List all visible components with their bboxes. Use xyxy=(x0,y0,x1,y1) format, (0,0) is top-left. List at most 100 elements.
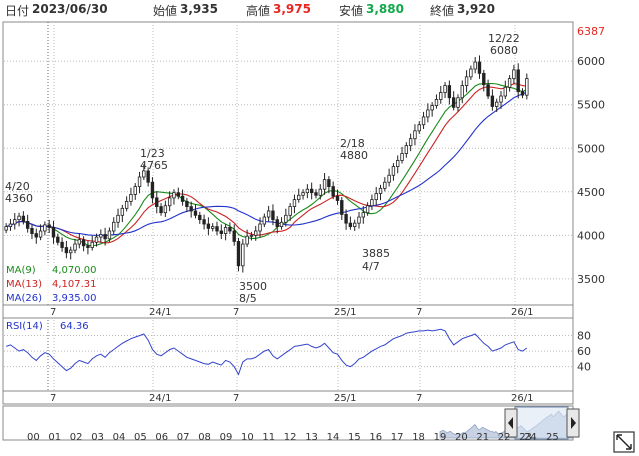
navigator-hour-label: 06 xyxy=(155,432,168,443)
candle xyxy=(258,217,262,238)
candle-body xyxy=(133,186,137,195)
navigator-hour-label: 17 xyxy=(391,432,404,443)
candle-body xyxy=(34,233,38,238)
candle-body xyxy=(180,195,185,202)
candle xyxy=(215,221,219,236)
candle xyxy=(451,91,456,111)
candle-body xyxy=(64,247,69,254)
candle xyxy=(400,146,404,164)
price-grid xyxy=(4,22,572,305)
candle-body xyxy=(512,69,516,80)
rsi-y-tick-label: 80 xyxy=(577,330,591,343)
candle xyxy=(495,98,499,112)
date-value: 2023/06/30 xyxy=(32,2,108,16)
candle-body xyxy=(503,86,507,97)
candle xyxy=(219,224,223,240)
candle-body xyxy=(314,192,318,196)
candle-body xyxy=(245,235,249,245)
expand-button[interactable] xyxy=(613,431,635,453)
candle-body xyxy=(344,214,348,224)
candle-body xyxy=(516,69,520,93)
candle-body xyxy=(430,105,434,111)
rsi-x-tick-label: 7 xyxy=(50,393,56,404)
candle xyxy=(271,204,275,226)
candle-body xyxy=(327,179,331,187)
candle-body xyxy=(137,176,142,187)
candle xyxy=(447,80,452,105)
price-y-tick-label: 3500 xyxy=(577,273,605,286)
candle xyxy=(512,64,516,85)
candle-body xyxy=(482,72,486,86)
candle-body xyxy=(69,249,73,254)
candle xyxy=(176,187,180,200)
candle xyxy=(387,168,391,187)
price-x-tick-label: 26/1 xyxy=(511,307,533,318)
candle xyxy=(340,197,344,220)
candle xyxy=(228,222,232,235)
candle-body xyxy=(301,192,305,196)
candle-body xyxy=(30,227,34,234)
candle xyxy=(4,223,8,234)
candle-body xyxy=(353,222,357,228)
navigator-hour-label: 19 xyxy=(434,432,447,443)
candle xyxy=(13,213,17,230)
candle-body xyxy=(13,219,17,225)
annotation-bottom: 8/5 xyxy=(239,292,257,305)
navigator-hours: 00 01 02 03 04 05 06 07 08 09 10 11 12 13 14 15 16 17 18 19… xyxy=(27,432,559,443)
low-value: 3,880 xyxy=(366,2,404,16)
candle-body xyxy=(439,92,443,100)
candle xyxy=(241,238,245,273)
navigator-hour-label: 20 xyxy=(455,432,468,443)
rsi-panel xyxy=(2,317,574,392)
price-y-tick-label: 5500 xyxy=(577,99,605,112)
candle xyxy=(262,213,267,228)
candle-body xyxy=(124,200,129,209)
candle xyxy=(288,203,292,221)
candle xyxy=(275,216,279,234)
candle xyxy=(284,208,288,227)
candle-body xyxy=(469,68,473,78)
rsi-series-line xyxy=(6,328,528,376)
navigator-hour-label: 21 xyxy=(476,432,489,443)
candle xyxy=(361,206,365,224)
rsi-label: RSI(14) xyxy=(6,321,43,332)
candle xyxy=(64,240,69,259)
candle-body xyxy=(51,227,56,238)
candle-body xyxy=(357,216,361,224)
annotation-bottom: 6080 xyxy=(490,44,518,57)
rsi-x-tick-label: 26/1 xyxy=(511,393,533,404)
annotation-top: 3500 xyxy=(239,280,267,293)
navigator-hour-label: 23 xyxy=(519,432,532,443)
annotation-bottom: 4880 xyxy=(340,149,368,162)
candle-body xyxy=(90,241,94,248)
candle-body xyxy=(340,200,344,215)
candle-body xyxy=(426,109,430,118)
open-value: 3,935 xyxy=(180,2,218,16)
candle-body xyxy=(331,186,335,197)
rsi-x-axis: 7 24/1 7 25/1 7 26/1 xyxy=(50,393,533,404)
candle-body xyxy=(116,214,120,223)
candle xyxy=(396,155,400,174)
price-x-tick-label: 7 xyxy=(416,307,422,318)
scroll-left-button[interactable] xyxy=(504,408,518,438)
candle-body xyxy=(129,194,133,202)
candle xyxy=(137,171,142,194)
candle xyxy=(469,65,473,80)
navigator-hour-label: 11 xyxy=(262,432,275,443)
candle-body xyxy=(215,226,219,232)
scroll-right-button[interactable] xyxy=(566,408,580,438)
candle-body xyxy=(404,145,409,154)
candle xyxy=(391,163,396,181)
navigator-hour-label: 00 xyxy=(27,432,40,443)
candle-body xyxy=(464,76,469,86)
navigator-hour-label: 10 xyxy=(241,432,254,443)
candle xyxy=(51,220,56,244)
candle xyxy=(370,194,374,210)
rsi-x-tick-label: 24/1 xyxy=(149,393,171,404)
candle-body xyxy=(486,84,490,97)
candle xyxy=(460,80,464,104)
candle-body xyxy=(374,193,378,201)
price-y-tick-label: 6000 xyxy=(577,55,605,68)
candle xyxy=(155,191,159,214)
